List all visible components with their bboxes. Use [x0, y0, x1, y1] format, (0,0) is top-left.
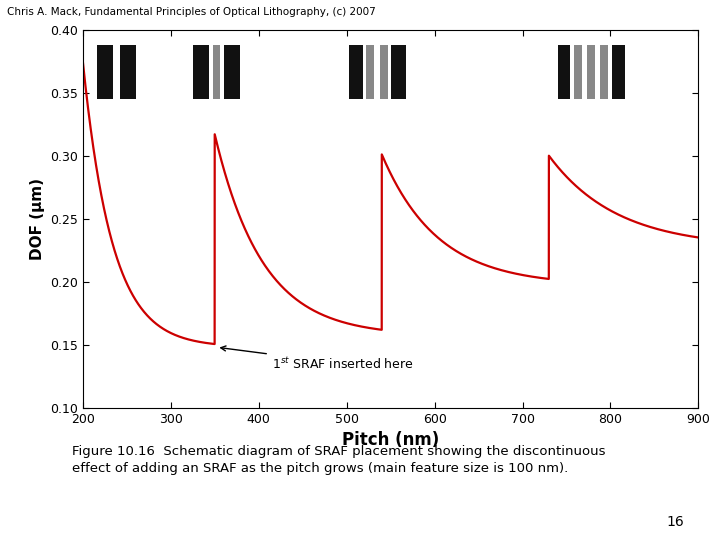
Y-axis label: DOF (μm): DOF (μm) — [30, 178, 45, 260]
Text: Figure 10.16  Schematic diagram of SRAF placement showing the discontinuous: Figure 10.16 Schematic diagram of SRAF p… — [72, 446, 606, 458]
Bar — [97, 45, 113, 99]
Bar — [587, 45, 595, 99]
Text: effect of adding an SRAF as the pitch grows (main feature size is 100 nm).: effect of adding an SRAF as the pitch gr… — [72, 462, 568, 475]
Bar — [212, 45, 220, 99]
X-axis label: Pitch (nm): Pitch (nm) — [342, 431, 439, 449]
Bar — [193, 45, 209, 99]
Bar — [392, 45, 405, 99]
Bar — [366, 45, 374, 99]
Bar — [574, 45, 582, 99]
Bar — [612, 45, 624, 99]
Bar — [380, 45, 388, 99]
Text: 16: 16 — [666, 515, 684, 529]
Bar — [600, 45, 608, 99]
Bar — [349, 45, 364, 99]
Bar — [558, 45, 570, 99]
Text: Chris A. Mack, Fundamental Principles of Optical Lithography, (c) 2007: Chris A. Mack, Fundamental Principles of… — [7, 7, 376, 17]
Bar — [120, 45, 135, 99]
Text: 1$^{st}$ SRAF inserted here: 1$^{st}$ SRAF inserted here — [221, 346, 414, 372]
Bar — [225, 45, 240, 99]
